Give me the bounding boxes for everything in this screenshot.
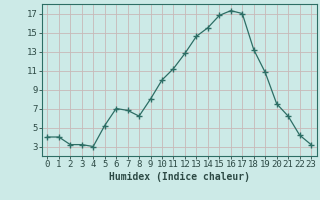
X-axis label: Humidex (Indice chaleur): Humidex (Indice chaleur)	[109, 172, 250, 182]
